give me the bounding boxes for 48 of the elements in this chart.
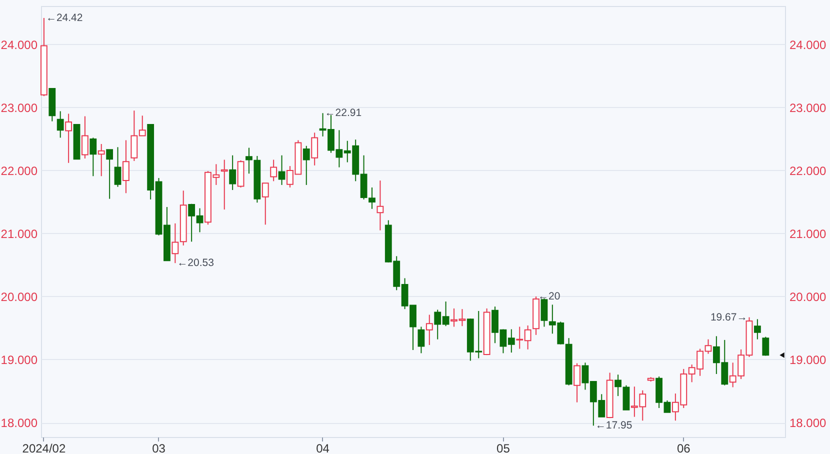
annotation: ←24.42 (46, 12, 83, 24)
y-tick-label: 21.000 (0, 226, 38, 241)
candlestick (302, 145, 310, 186)
candlestick (376, 180, 384, 231)
candlestick (220, 159, 228, 210)
candlestick (56, 110, 64, 138)
y2-tick-label: 21.000 (790, 226, 827, 241)
candlestick (106, 149, 114, 200)
candlestick (278, 154, 286, 186)
x-tick-label: 04 (316, 442, 330, 454)
annotation: ←22.91 (324, 107, 362, 120)
annotation: 19.67→ (710, 311, 748, 324)
y2-tick-label: 24.000 (790, 38, 827, 52)
y-tick-label: 23.000 (0, 100, 38, 115)
y2-tick-label: 23.000 (790, 100, 827, 115)
candlestick (754, 318, 761, 340)
annotation: ←17.95 (595, 420, 632, 432)
candlestick (65, 113, 72, 164)
candlestick (262, 182, 269, 226)
y-tick-label: 18.000 (0, 416, 38, 430)
candlestick (172, 222, 179, 264)
y2-tick-label: 18.000 (790, 416, 827, 430)
candlestick (229, 154, 236, 190)
candlestick (311, 132, 318, 166)
x-tick-label: 05 (496, 442, 510, 454)
candlestick (114, 146, 122, 188)
candlestick (762, 336, 770, 356)
x-tick-label: 06 (676, 442, 691, 454)
candlestick (82, 116, 88, 159)
candlestick (270, 159, 278, 182)
x-tick-label: 03 (152, 442, 166, 454)
y-tick-label: 19.000 (0, 352, 38, 367)
x-tick-label: 2024/02 (22, 442, 66, 454)
y-tick-label: 20.000 (0, 290, 38, 304)
candlestick (426, 314, 433, 346)
y-tick-label: 24.000 (0, 38, 38, 52)
annotation: ←20 (538, 290, 560, 302)
candlestick (98, 143, 105, 177)
y-tick-label: 22.000 (0, 164, 38, 178)
candlestick (246, 147, 252, 174)
y2-tick-label: 22.000 (790, 164, 827, 178)
candlestick (122, 140, 130, 194)
annotation: ←20.53 (177, 257, 214, 270)
y2-tick-label: 19.000 (790, 352, 827, 367)
candlestick (574, 362, 580, 403)
candlestick (90, 137, 97, 177)
y2-tick-label: 20.000 (790, 290, 827, 304)
candlestick (418, 326, 425, 354)
